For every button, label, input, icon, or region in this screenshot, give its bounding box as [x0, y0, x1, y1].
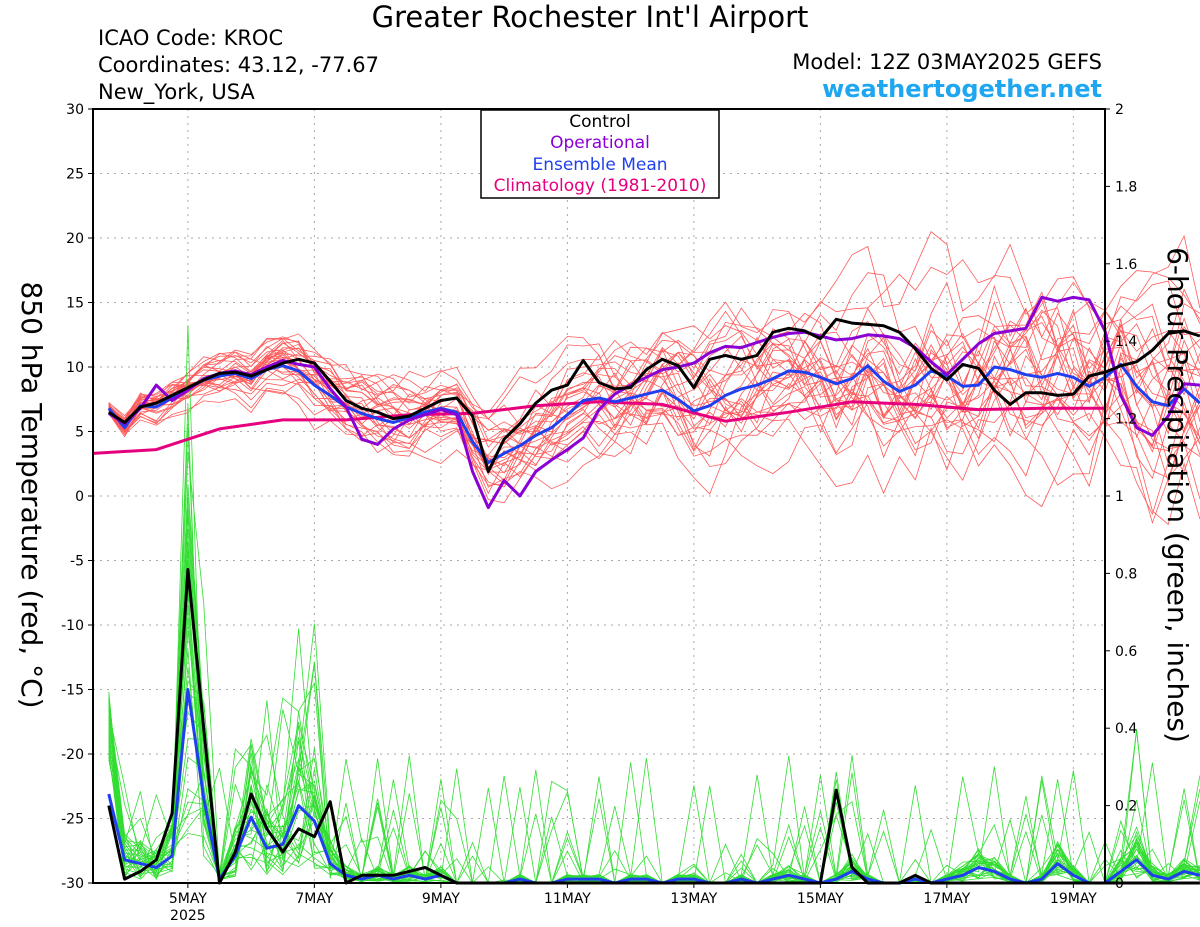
x-tick-label: 19MAY	[1050, 891, 1097, 907]
x-tick-label: 15MAY	[797, 891, 844, 907]
temperature-member-line	[108, 310, 1200, 488]
right-tick-label: 1	[1115, 489, 1124, 505]
temperature-member-line	[108, 305, 1200, 433]
legend: Control Operational Ensemble Mean Climat…	[480, 109, 720, 199]
legend-control: Control	[569, 112, 630, 132]
x-tick-label: 17MAY	[923, 891, 970, 907]
left-tick-label: -30	[61, 876, 84, 892]
temperature-member-line	[108, 284, 1200, 432]
website-link[interactable]: weathertogether.net	[822, 75, 1102, 103]
axis-ticks: 302520151050-5-10-15-20-25-3021.81.61.41…	[61, 102, 1137, 924]
temperature-member-line	[108, 270, 1200, 476]
left-tick-label: -25	[61, 812, 84, 828]
temperature-member-line	[108, 323, 1200, 495]
temperature-member-line	[108, 359, 1200, 500]
left-tick-label: 30	[66, 102, 84, 118]
temperature-member-line	[108, 281, 1200, 495]
temperature-member-line	[108, 231, 1200, 526]
precipitation-member-line	[108, 617, 1200, 884]
x-tick-label: 5MAY	[169, 891, 207, 907]
year-label: 2025	[170, 908, 206, 924]
chart-title: Greater Rochester Int'l Airport	[371, 0, 809, 34]
right-tick-label: 0.4	[1115, 721, 1137, 737]
temperature-member-line	[108, 307, 1200, 473]
right-tick-label: 2	[1115, 102, 1124, 118]
left-axis-title: 850 hPa Temperature (red, °C)	[15, 281, 48, 708]
left-tick-label: 5	[75, 425, 84, 441]
temperature-member-line	[108, 288, 1200, 508]
climatology-1981-2010-temp-line	[92, 400, 1105, 455]
left-tick-label: -10	[61, 618, 84, 634]
left-tick-label: -5	[70, 554, 84, 570]
x-tick-label: 7MAY	[295, 891, 333, 907]
temperature-member-line	[108, 303, 1200, 475]
x-tick-label: 9MAY	[422, 891, 460, 907]
precipitation-member-line	[108, 509, 1200, 884]
location: New_York, USA	[98, 80, 255, 104]
ensemble-mean-precip-line	[107, 688, 1200, 885]
model-run: Model: 12Z 03MAY2025 GEFS	[792, 50, 1102, 74]
right-tick-label: 1.8	[1115, 179, 1137, 195]
temperature-member-line	[108, 309, 1200, 488]
x-tick-label: 13MAY	[670, 891, 717, 907]
control-temp-line	[107, 317, 1200, 473]
temperature-member-line	[108, 333, 1200, 468]
left-tick-label: 15	[66, 296, 84, 312]
right-tick-label: 0.8	[1115, 566, 1137, 582]
coordinates: Coordinates: 43.12, -77.67	[98, 53, 379, 77]
temperature-member-line	[108, 309, 1200, 488]
left-tick-label: 0	[75, 489, 84, 505]
left-tick-label: 20	[66, 231, 84, 247]
left-tick-label: -15	[61, 683, 84, 699]
legend-operational: Operational	[550, 133, 650, 153]
ensemble-mean-temp-line	[107, 362, 1200, 464]
precipitation-member-line	[108, 515, 1200, 884]
right-axis-title: 6-hour Precipitation (green, inches)	[1161, 247, 1194, 743]
temperature-member-lines	[108, 231, 1200, 526]
precipitation-member-line	[108, 541, 1200, 885]
icao-code: ICAO Code: KROC	[98, 26, 284, 50]
legend-box	[480, 109, 720, 199]
precipitation-member-line	[108, 711, 1200, 884]
legend-climatology: Climatology (1981-2010)	[494, 176, 707, 196]
right-tick-label: 1.6	[1115, 257, 1137, 273]
temperature-member-line	[108, 312, 1200, 462]
right-tick-label: 1.4	[1115, 334, 1137, 350]
left-tick-label: -20	[61, 747, 84, 763]
right-tick-label: 1.2	[1115, 412, 1137, 428]
grid-lines	[93, 109, 1105, 883]
left-tick-label: 25	[66, 167, 84, 183]
temperature-member-line	[108, 243, 1200, 448]
x-tick-label: 11MAY	[544, 891, 591, 907]
right-tick-label: 0.6	[1115, 644, 1137, 660]
legend-ensemble-mean: Ensemble Mean	[532, 155, 667, 175]
left-tick-label: 10	[66, 360, 84, 376]
right-tick-label: 0	[1115, 876, 1124, 892]
control-precip-line	[107, 568, 1200, 885]
right-tick-label: 0.2	[1115, 799, 1137, 815]
